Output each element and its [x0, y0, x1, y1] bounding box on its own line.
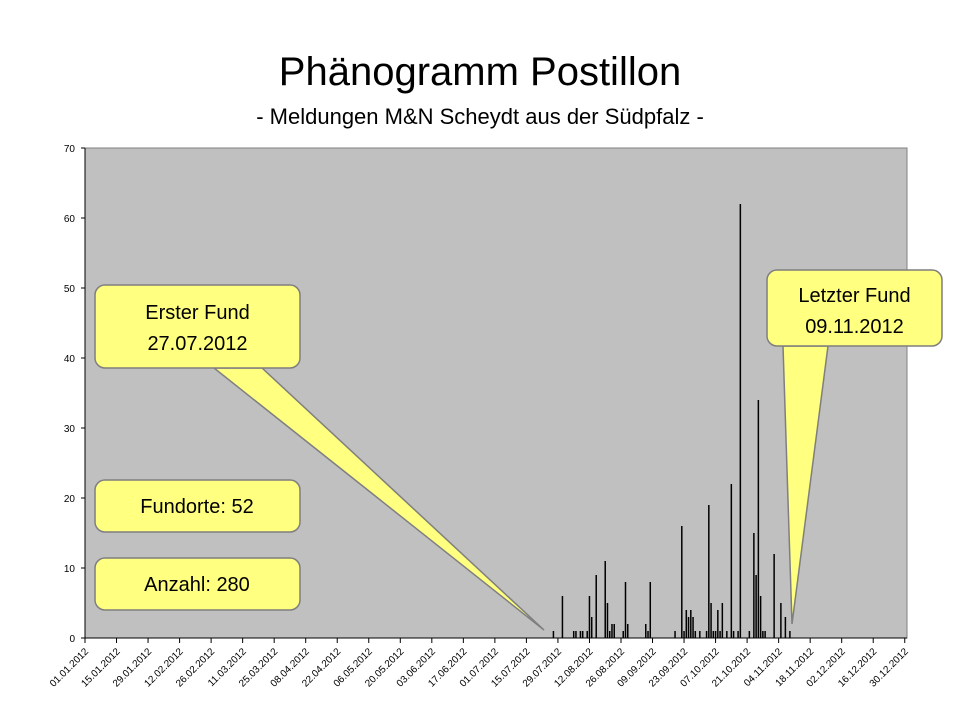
bar: [759, 596, 762, 638]
bar: [611, 624, 613, 638]
bar: [606, 603, 609, 638]
bar: [595, 575, 597, 638]
bar: [581, 631, 584, 638]
bar: [726, 631, 728, 638]
bar: [647, 631, 649, 638]
bar: [755, 575, 757, 638]
bar: [699, 631, 701, 638]
bar: [694, 631, 697, 638]
bar: [773, 554, 775, 638]
bar: [730, 484, 733, 638]
bar: [705, 631, 708, 638]
bar: [692, 617, 694, 638]
bar: [714, 631, 717, 638]
bar: [681, 526, 683, 638]
bar: [748, 631, 751, 638]
bar: [613, 624, 615, 638]
bar: [717, 610, 719, 638]
bar: [624, 582, 627, 638]
y-tick-label: 60: [64, 214, 76, 225]
bar: [579, 631, 582, 638]
bar: [687, 617, 690, 638]
bar: [604, 561, 606, 638]
first-find-callout-text: 27.07.2012: [147, 333, 247, 355]
sites-box: [94, 479, 301, 533]
bar: [690, 610, 692, 638]
y-tick-label: 10: [64, 564, 76, 575]
y-tick-label: 50: [64, 284, 76, 295]
chart-title: Phänogramm Postillon: [278, 50, 682, 94]
chart-subtitle: - Meldungen M&N Scheydt aus der Südpfalz…: [256, 104, 704, 129]
sites-text: Fundorte: 52: [140, 496, 253, 518]
bar: [753, 533, 755, 638]
bar: [780, 603, 782, 638]
last-find-callout-text: 09.11.2012: [805, 316, 904, 338]
count-box: [94, 557, 301, 611]
bar: [710, 603, 712, 638]
bar: [572, 631, 575, 638]
y-tick-label: 70: [64, 144, 76, 155]
bar: [739, 204, 742, 638]
bar: [683, 631, 685, 638]
bar: [626, 624, 629, 638]
last-find-callout-text: Letzter Fund: [798, 285, 910, 307]
bar: [712, 631, 715, 638]
bar: [561, 596, 564, 638]
bar: [645, 624, 647, 638]
bar: [764, 631, 766, 638]
bar: [757, 400, 760, 638]
bar: [732, 631, 735, 638]
bar: [674, 631, 676, 638]
bar: [737, 631, 739, 638]
y-tick-label: 40: [64, 354, 76, 365]
bar: [608, 631, 611, 638]
bar: [789, 631, 791, 638]
bar: [590, 617, 593, 638]
bar: [719, 631, 721, 638]
bar: [721, 603, 724, 638]
first-find-callout-text: Erster Fund: [145, 302, 249, 324]
y-tick-label: 0: [69, 634, 75, 645]
bar: [685, 610, 688, 638]
bar: [552, 631, 555, 638]
plot-area: [84, 147, 908, 639]
count-text: Anzahl: 280: [144, 574, 250, 596]
y-tick-label: 20: [64, 494, 76, 505]
bar: [784, 617, 787, 638]
bar: [575, 631, 577, 638]
y-tick-label: 30: [64, 424, 76, 435]
bar: [649, 582, 652, 638]
bar: [622, 631, 624, 638]
bar: [588, 596, 591, 638]
bar: [586, 631, 588, 638]
first-find-callout-box: [94, 284, 301, 369]
last-find-callout-box: [766, 269, 943, 347]
bar: [708, 505, 710, 638]
bar: [762, 631, 764, 638]
